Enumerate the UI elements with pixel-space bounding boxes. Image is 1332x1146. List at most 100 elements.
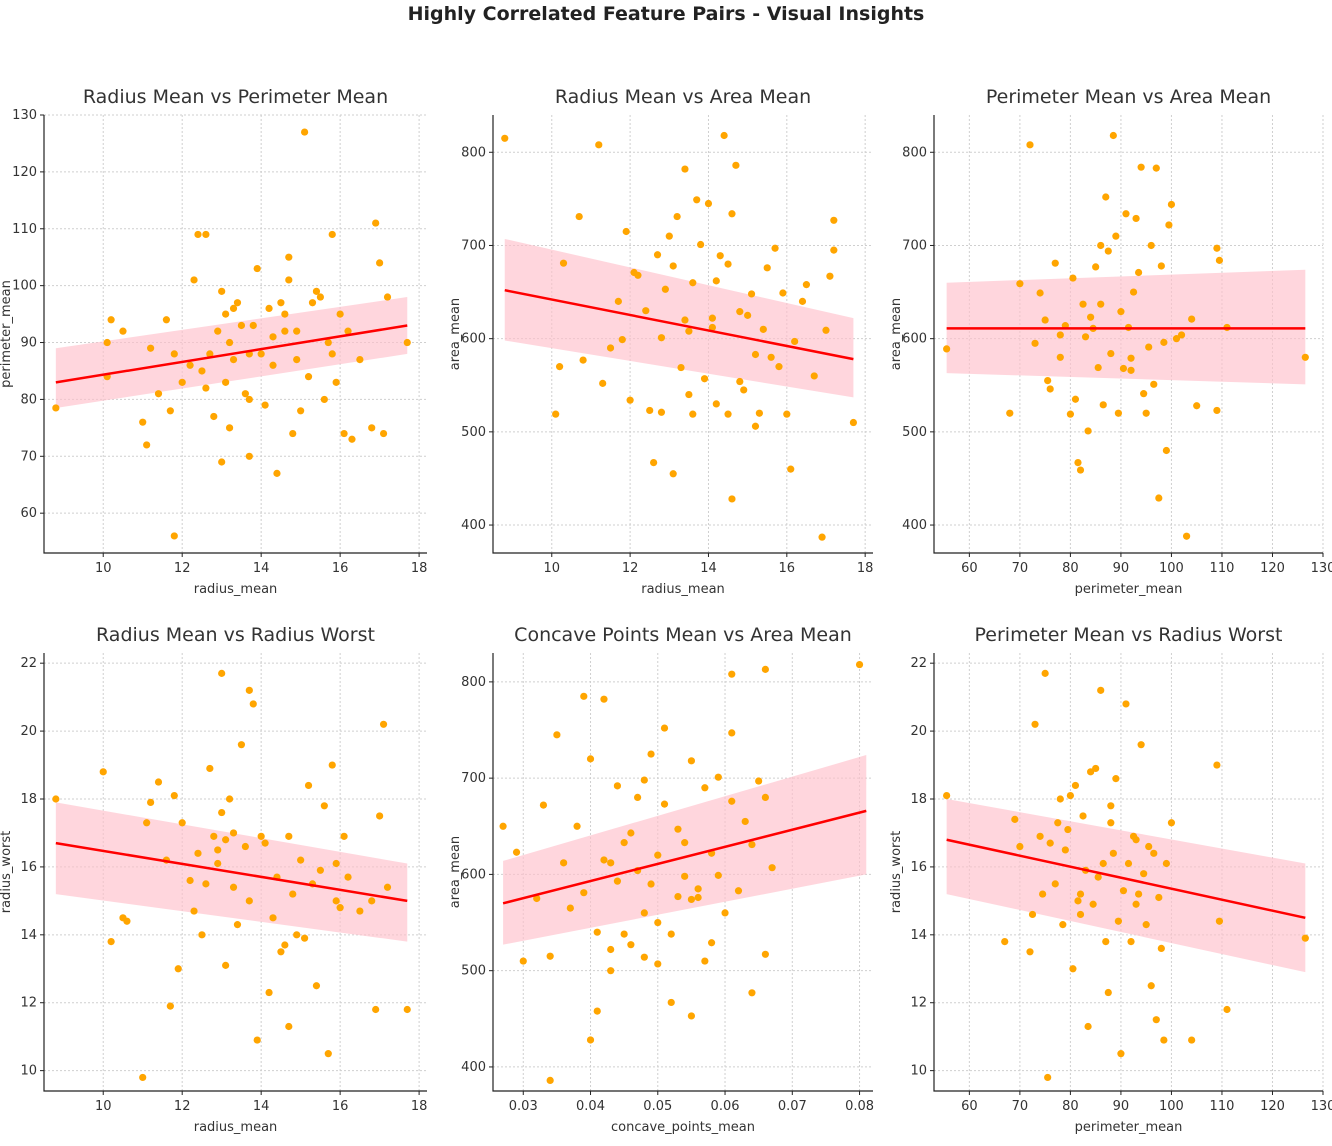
scatter-point: [708, 314, 716, 322]
scatter-point: [210, 412, 218, 421]
scatter-point: [767, 353, 775, 361]
scatter-point: [202, 384, 210, 392]
scatter-point: [214, 846, 222, 854]
scatter-point: [755, 777, 763, 785]
scatter-point: [575, 212, 583, 221]
scatter-point: [1129, 288, 1138, 296]
scatter-point: [1147, 982, 1155, 990]
scatter-point: [783, 410, 791, 418]
scatter-point: [1076, 910, 1085, 919]
scatter-point: [1064, 825, 1072, 834]
x-tick-label: 90: [1113, 1099, 1130, 1114]
scatter-point: [340, 429, 348, 438]
scatter-point: [1069, 274, 1077, 282]
scatter-point: [600, 856, 608, 864]
scatter-point: [943, 792, 951, 800]
scatter-point: [775, 363, 783, 371]
scatter-point: [714, 871, 722, 879]
x-tick-label: 12: [174, 1099, 191, 1114]
scatter-point: [348, 435, 356, 443]
scatter-point: [1193, 402, 1201, 410]
scatter-point: [289, 890, 297, 898]
scatter-point: [728, 210, 736, 218]
scatter-point: [791, 337, 799, 346]
scatter-point: [650, 459, 658, 467]
confidence-band: [503, 755, 867, 945]
scatter-point: [1150, 849, 1158, 857]
scatter-point: [580, 692, 588, 700]
scatter-point: [312, 287, 321, 295]
scatter-point: [560, 859, 568, 867]
scatter-point: [751, 350, 760, 359]
scatter-point: [626, 396, 634, 404]
x-tick-label: 120: [1260, 1099, 1285, 1114]
scatter-point: [724, 260, 732, 268]
scatter-point: [748, 840, 756, 849]
scatter-point: [233, 299, 242, 307]
y-tick-label: 400: [902, 518, 927, 533]
scatter-point: [512, 848, 521, 856]
y-axis-label: perimeter_mean: [0, 280, 14, 388]
scatter-point: [712, 400, 720, 408]
scatter-point: [222, 836, 230, 844]
scatter-point: [119, 327, 127, 335]
scatter-point: [580, 889, 588, 897]
scatter-point: [613, 782, 622, 790]
scatter-point: [674, 892, 682, 901]
scatter-point: [336, 904, 344, 912]
scatter-point: [52, 795, 60, 803]
scatter-point: [332, 897, 340, 905]
scatter-point: [552, 410, 560, 418]
x-tick-label: 90: [1113, 561, 1130, 576]
scatter-point: [768, 864, 776, 872]
scatter-point: [660, 800, 669, 808]
scatter-point: [166, 407, 174, 415]
scatter-point: [186, 876, 194, 885]
y-tick-label: 500: [461, 964, 486, 979]
scatter-point: [376, 259, 384, 267]
scatter-point: [822, 326, 830, 334]
scatter-point: [285, 253, 293, 261]
scatter-point: [1036, 832, 1044, 840]
scatter-point: [566, 904, 574, 912]
regression-line: [55, 841, 408, 903]
scatter-point: [257, 350, 265, 358]
scatter-point: [734, 887, 743, 895]
scatter-point: [1011, 815, 1019, 823]
scatter-point: [170, 792, 178, 800]
scatter-point: [553, 731, 561, 739]
y-tick-label: 16: [910, 860, 927, 875]
scatter-point: [222, 961, 230, 969]
scatter-point: [802, 281, 811, 289]
scatter-point: [744, 311, 752, 319]
scatter-point: [685, 390, 693, 399]
scatter-point: [143, 819, 151, 827]
scatter-point: [383, 293, 392, 301]
scatter-point: [613, 877, 622, 885]
scatter-point: [714, 773, 722, 781]
scatter-point: [261, 401, 269, 409]
y-axis-label: radius_worst: [889, 831, 904, 914]
y-tick-label: 400: [461, 518, 486, 533]
scatter-point: [1092, 263, 1100, 271]
scatter-point: [1076, 466, 1085, 474]
scatter-point: [810, 372, 818, 380]
subplot-3: 60 70 80 90 100 110 120 130 400 500 600 700 800 Perim…: [889, 86, 1332, 597]
y-tick-label: 700: [461, 238, 486, 253]
scatter-point: [736, 377, 744, 386]
scatter-point: [202, 880, 210, 888]
y-axis-label: area_mean: [448, 836, 463, 908]
subplot-title: Perimeter Mean vs Area Mean: [986, 86, 1271, 108]
x-tick-label: 130: [1311, 1099, 1332, 1114]
scatter-point: [1074, 897, 1082, 905]
x-tick-label: 80: [1062, 1099, 1079, 1114]
scatter-point: [265, 304, 273, 313]
scatter-point: [1155, 893, 1163, 902]
y-tick-label: 16: [20, 860, 37, 875]
scatter-point: [1044, 376, 1052, 385]
scatter-point: [1122, 700, 1130, 708]
scatter-point: [761, 950, 769, 958]
scatter-point: [320, 802, 328, 810]
scatter-point: [943, 345, 951, 353]
y-tick-label: 12: [910, 996, 927, 1011]
